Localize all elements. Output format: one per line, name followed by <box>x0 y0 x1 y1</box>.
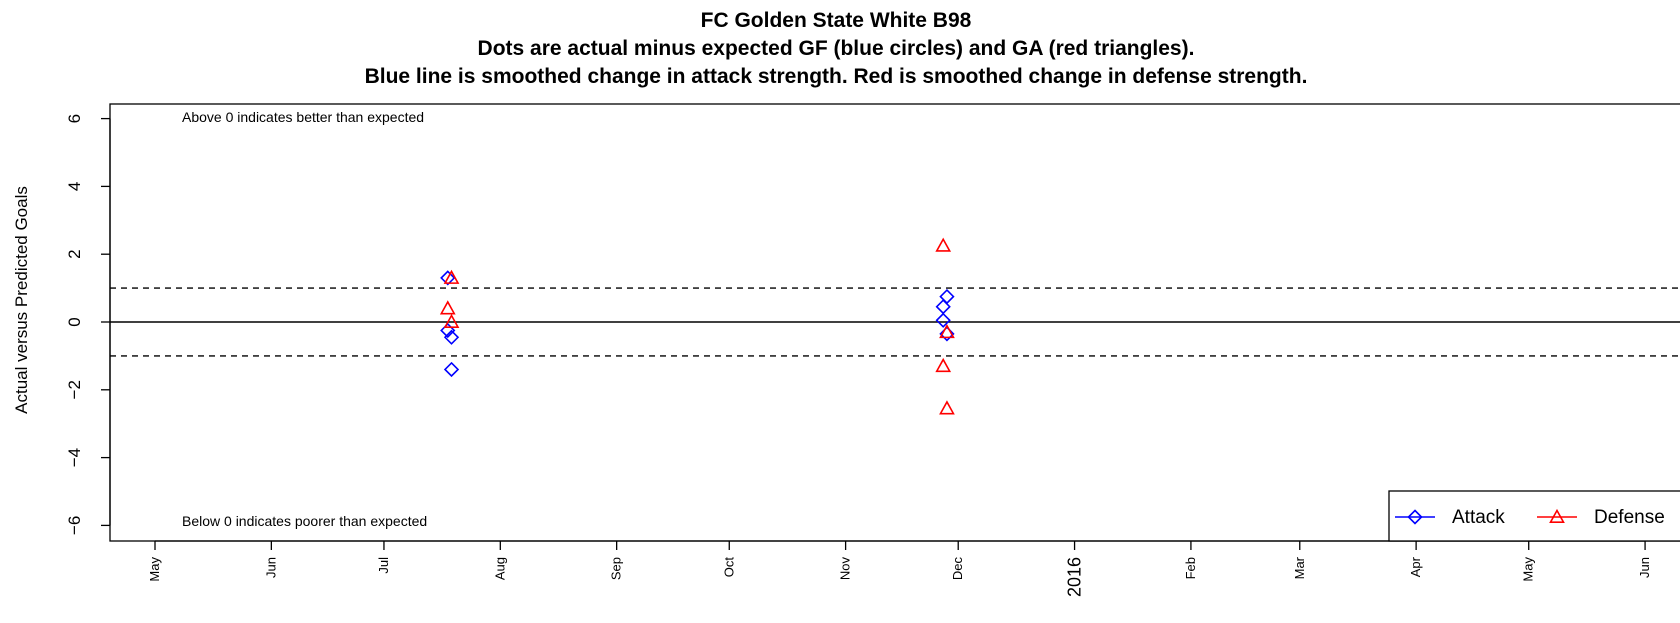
defense-point <box>439 300 456 315</box>
defense-point <box>939 400 955 415</box>
legend-marker-defense <box>1549 508 1565 524</box>
attack-point <box>443 361 460 378</box>
y-tick-label: −2 <box>65 380 84 399</box>
x-tick-label: Oct <box>721 557 736 578</box>
data-points <box>439 237 955 415</box>
defense-point <box>939 324 955 339</box>
x-tick-label: Aug <box>492 557 507 580</box>
attack-point <box>939 326 955 342</box>
series-attack <box>440 270 955 378</box>
reference-lines <box>110 287 1680 357</box>
attack-point <box>440 322 456 339</box>
defense-point <box>443 269 460 284</box>
x-tick-label: Feb <box>1183 557 1198 579</box>
attack-point <box>440 270 456 286</box>
series-defense <box>439 237 955 415</box>
x-tick-label: May <box>147 557 162 582</box>
legend: Attack Defense <box>1388 490 1680 542</box>
chart-title: FC Golden State White B98 <box>701 9 972 32</box>
x-tick-label: Mar <box>1292 556 1307 579</box>
chart-subtitle-1: Dots are actual minus expected GF (blue … <box>478 37 1195 60</box>
legend-marker-attack <box>1407 509 1423 525</box>
x-tick-label: Nov <box>838 557 853 581</box>
x-tick-label: Apr <box>1408 556 1423 577</box>
x-tick-label: Dec <box>950 557 965 581</box>
defense-point <box>935 357 952 373</box>
x-axis: May Jun Jul Aug Sep Oct Nov Dec 2016 Feb Mar Apr May… <box>147 540 1652 597</box>
legend-box <box>1388 490 1680 542</box>
x-tick-label: Jun <box>263 557 278 578</box>
x-tick-label: May <box>1521 557 1536 582</box>
y-tick-label: 6 <box>65 114 84 123</box>
defense-point <box>443 313 460 329</box>
y-tick-label: −4 <box>65 448 84 467</box>
y-tick-label: 0 <box>65 317 84 326</box>
legend-label-attack: Attack <box>1452 507 1505 528</box>
attack-point <box>443 329 460 345</box>
chart-subtitle-2: Blue line is smoothed change in attack s… <box>365 65 1308 88</box>
y-axis-label: Actual versus Predicted Goals <box>12 186 31 414</box>
y-tick-label: 2 <box>65 249 84 258</box>
y-tick-label: 4 <box>65 182 84 191</box>
defense-point <box>935 237 952 252</box>
annotation-below: Below 0 indicates poorer than expected <box>182 513 427 529</box>
x-tick-label: 2016 <box>1065 557 1085 597</box>
x-tick-label: Jun <box>1637 557 1652 578</box>
y-axis: −6 −4 −2 0 2 4 6 <box>65 114 111 535</box>
annotation-above: Above 0 indicates better than expected <box>182 109 424 125</box>
attack-point <box>935 312 951 328</box>
legend-label-defense: Defense <box>1594 507 1665 528</box>
chart-title-group: FC Golden State White B98 Dots are actua… <box>365 9 1308 88</box>
x-tick-label: Sep <box>609 557 624 580</box>
y-tick-label: −6 <box>65 516 84 535</box>
plot-frame <box>109 103 1680 542</box>
x-tick-label: Jul <box>376 557 391 574</box>
